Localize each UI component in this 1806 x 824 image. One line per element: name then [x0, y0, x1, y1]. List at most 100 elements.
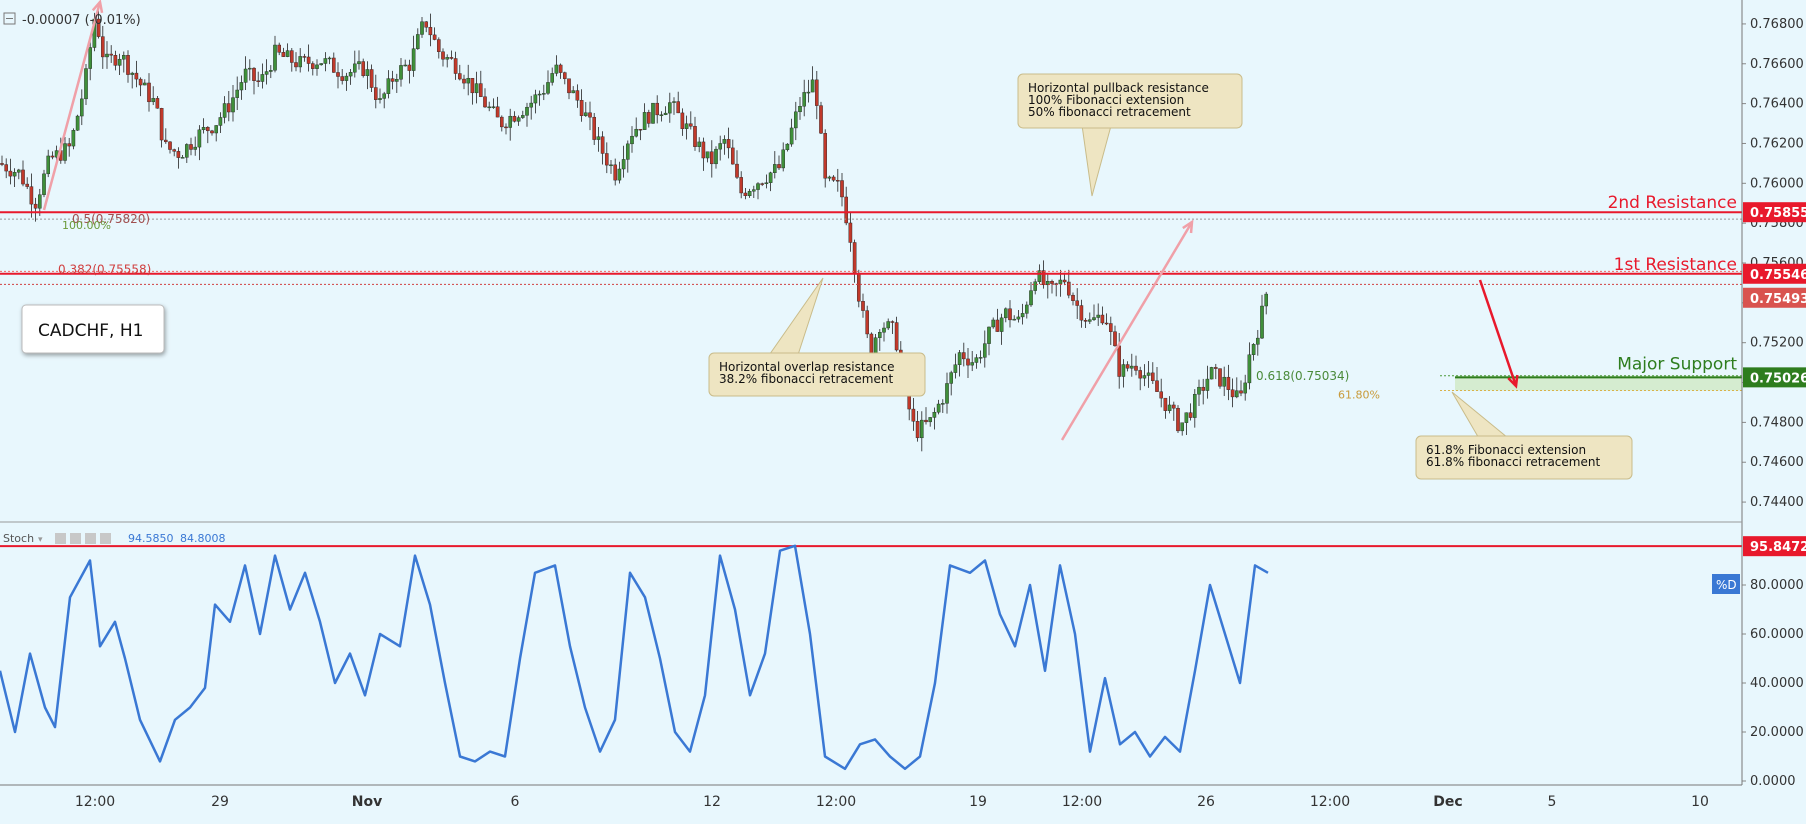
- candle-body: [164, 140, 167, 142]
- candle-body: [605, 153, 608, 165]
- more-icon[interactable]: [85, 533, 96, 544]
- candle-body: [576, 91, 579, 101]
- candle-body: [534, 95, 537, 103]
- fib-0618-label: 0.618(0.75034): [1256, 369, 1349, 383]
- eye-icon[interactable]: [55, 533, 66, 544]
- candle-body: [282, 52, 285, 56]
- candle-body: [1235, 391, 1238, 397]
- candle-body: [672, 102, 675, 103]
- candle-body: [425, 22, 428, 28]
- candle-body: [979, 357, 982, 358]
- candle-body: [656, 103, 659, 115]
- settings-icon[interactable]: [70, 533, 81, 544]
- candle-body: [832, 177, 835, 180]
- candle-body: [273, 45, 276, 70]
- price-tick-label: 0.76400: [1750, 97, 1804, 112]
- price-tick-label: 0.74400: [1750, 495, 1804, 510]
- candle-body: [635, 129, 638, 136]
- second-resistance-label: 2nd Resistance: [1608, 193, 1737, 213]
- candle-body: [131, 73, 134, 75]
- candle-body: [1080, 306, 1083, 321]
- candle-body: [702, 142, 705, 158]
- candle-body: [1059, 280, 1062, 284]
- candle-body: [483, 97, 486, 107]
- close-icon[interactable]: [100, 533, 111, 544]
- candle-body: [1231, 390, 1234, 397]
- candle-body: [983, 344, 986, 358]
- candle-body: [597, 137, 600, 140]
- candle-body: [555, 65, 558, 73]
- candle-body: [815, 80, 818, 106]
- candle-body: [920, 420, 923, 438]
- candle-body: [828, 177, 831, 178]
- candle-body: [21, 170, 24, 184]
- candle-body: [219, 117, 222, 125]
- stoch-d-value: 84.8008: [180, 532, 226, 545]
- candle-body: [975, 358, 978, 363]
- candle-body: [1042, 271, 1045, 285]
- candle-body: [1181, 423, 1184, 431]
- candle-body: [332, 58, 335, 72]
- candle-body: [269, 70, 272, 71]
- candle-body: [290, 51, 293, 63]
- candle-body: [1050, 281, 1053, 283]
- candle-body: [735, 164, 738, 177]
- candle-body: [278, 45, 281, 52]
- candle-body: [416, 34, 419, 48]
- candle-body: [723, 139, 726, 143]
- candle-body: [374, 88, 377, 100]
- candle-body: [1092, 318, 1095, 320]
- toolbar: -0.00007 (-0.01%): [4, 13, 141, 28]
- fib-0382-label: 0.382(0.75558): [58, 262, 151, 276]
- candle-body: [303, 56, 306, 57]
- candle-body: [882, 328, 885, 332]
- candle-body: [748, 191, 751, 196]
- candle-body: [51, 156, 54, 157]
- candle-body: [681, 113, 684, 129]
- candle-body: [265, 72, 268, 75]
- symbol-box[interactable]: CADCHF, H1: [22, 305, 164, 353]
- candle-body: [500, 117, 503, 127]
- candle-body: [542, 93, 545, 94]
- candle-body: [773, 164, 776, 172]
- candle-body: [9, 171, 12, 176]
- candle-body: [803, 92, 806, 106]
- candle-body: [244, 69, 247, 82]
- candle-body: [236, 90, 239, 98]
- candle-body: [761, 184, 764, 185]
- candle-body: [1206, 379, 1209, 391]
- candle-body: [227, 104, 230, 113]
- candle-body: [387, 79, 390, 94]
- candle-body: [950, 373, 953, 384]
- candle-body: [412, 49, 415, 71]
- candle-body: [1017, 317, 1020, 319]
- candle-body: [546, 82, 549, 93]
- stoch-tick-label: 20.0000: [1750, 725, 1804, 740]
- candle-body: [357, 62, 360, 64]
- candle-body: [866, 311, 869, 334]
- second-resistance-price: 0.75855: [1750, 206, 1806, 221]
- candle-body: [139, 79, 142, 85]
- candle-body: [458, 74, 461, 80]
- candle-body: [1151, 373, 1154, 381]
- chevron-down-icon[interactable]: ▾: [38, 535, 43, 545]
- candle-body: [135, 73, 138, 79]
- candle-body: [336, 72, 339, 76]
- candle-body: [521, 115, 524, 117]
- candle-body: [5, 165, 8, 172]
- candle-body: [819, 106, 822, 134]
- candle-body: [223, 104, 226, 118]
- candle-body: [462, 79, 465, 83]
- candle-body: [668, 103, 671, 114]
- candle-body: [1084, 320, 1087, 321]
- candle-body: [1076, 301, 1079, 306]
- candle-body: [261, 74, 264, 81]
- candle-body: [693, 126, 696, 146]
- candle-body: [471, 78, 474, 93]
- candle-body: [966, 359, 969, 365]
- candle-body: [349, 72, 352, 76]
- candle-body: [887, 322, 890, 328]
- candle-body: [782, 150, 785, 168]
- candle-body: [156, 98, 159, 108]
- candle-body: [1118, 346, 1121, 377]
